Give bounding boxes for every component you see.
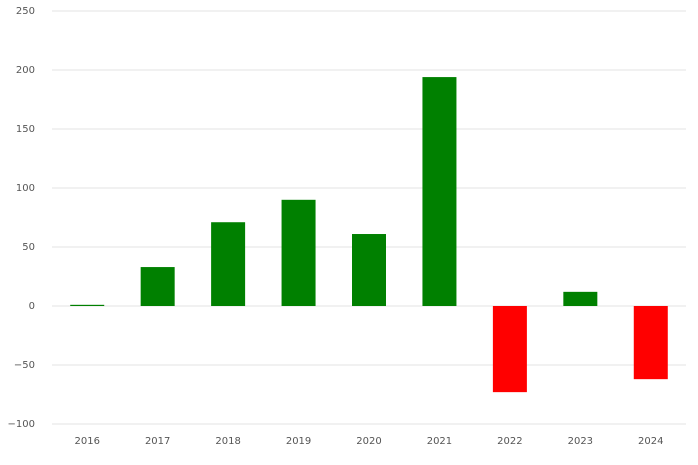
y-tick-label: 50 xyxy=(22,242,35,253)
bar xyxy=(211,222,246,306)
x-tick-label: 2022 xyxy=(497,436,522,447)
x-tick-label: 2021 xyxy=(427,436,452,447)
y-tick-label: 200 xyxy=(16,65,35,76)
x-tick-label: 2019 xyxy=(286,436,311,447)
y-tick-label: −100 xyxy=(8,419,35,430)
x-tick-label: 2020 xyxy=(356,436,381,447)
bar xyxy=(563,291,598,306)
x-tick-label: 2018 xyxy=(215,436,240,447)
x-tick-label: 2017 xyxy=(145,436,170,447)
x-tick-label: 2024 xyxy=(638,436,663,447)
bar xyxy=(70,304,105,306)
bar xyxy=(140,267,175,306)
bar xyxy=(492,306,527,393)
bar xyxy=(633,306,668,380)
x-tick-label: 2023 xyxy=(568,436,593,447)
bar xyxy=(352,234,386,306)
bar xyxy=(281,199,316,306)
y-tick-label: −50 xyxy=(14,360,35,371)
y-tick-label: 250 xyxy=(16,6,35,17)
y-tick-label: 150 xyxy=(16,124,35,135)
y-tick-label: 100 xyxy=(16,183,35,194)
x-tick-label: 2016 xyxy=(74,436,99,447)
bar xyxy=(422,77,457,306)
y-tick-label: 0 xyxy=(29,301,35,312)
